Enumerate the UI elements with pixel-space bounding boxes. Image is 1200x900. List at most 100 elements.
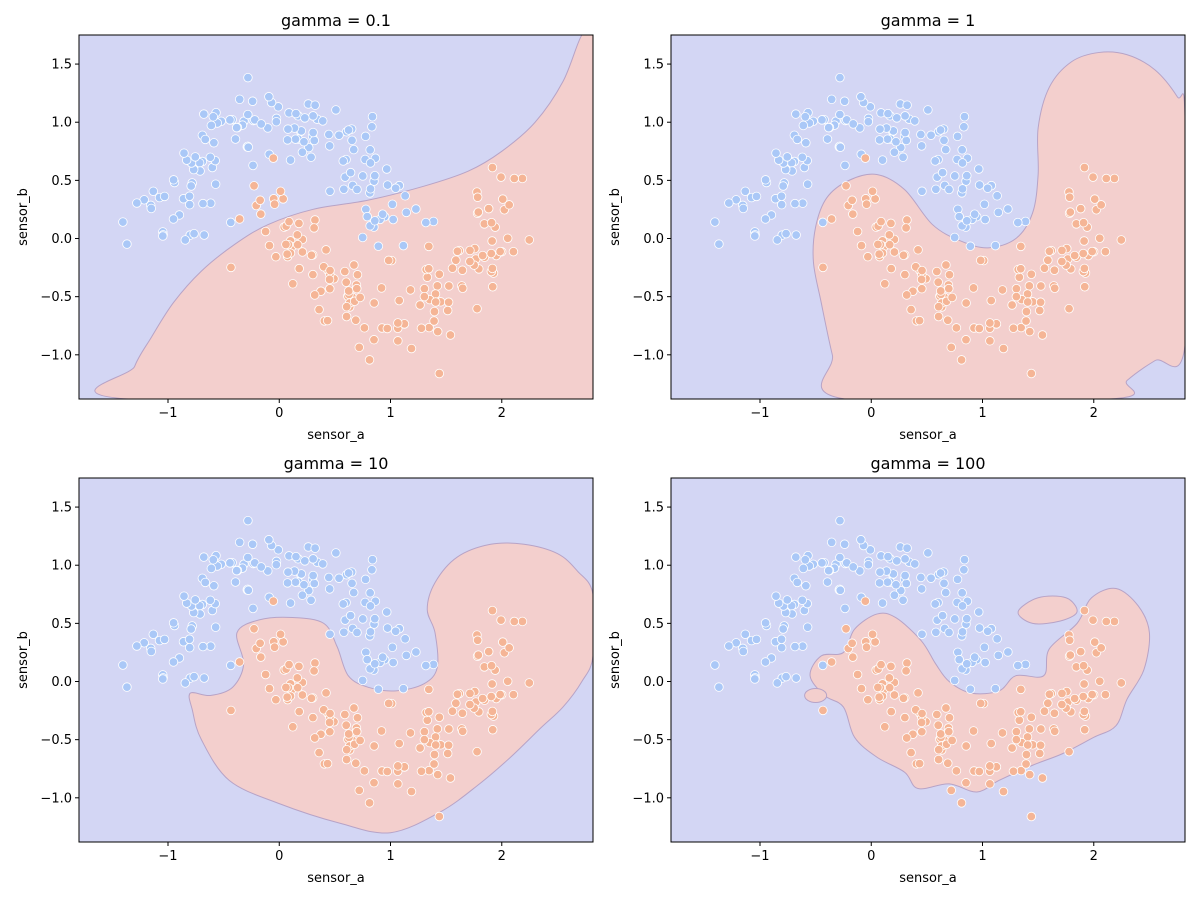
- point-class-0: [792, 577, 802, 588]
- point-class-0: [935, 568, 946, 578]
- point-class-0: [373, 684, 384, 694]
- point-class-0: [710, 660, 720, 670]
- point-class-0: [877, 598, 888, 608]
- point-class-0: [324, 572, 334, 583]
- point-class-1: [496, 615, 506, 625]
- point-class-1: [359, 323, 370, 333]
- point-class-0: [347, 578, 357, 589]
- point-class-0: [823, 122, 834, 133]
- point-class-0: [234, 94, 245, 105]
- point-class-0: [367, 111, 378, 122]
- point-class-0: [791, 552, 801, 562]
- point-class-1: [863, 252, 873, 262]
- y-tick-label: 1.0: [51, 559, 72, 574]
- point-class-0: [778, 181, 788, 191]
- region-class-1-blob: [804, 687, 828, 703]
- point-class-0: [310, 543, 320, 553]
- point-class-0: [980, 657, 990, 668]
- point-class-0: [738, 203, 748, 214]
- point-class-0: [324, 129, 334, 140]
- point-class-1: [352, 713, 363, 723]
- point-class-1: [951, 323, 962, 333]
- point-class-0: [206, 641, 216, 651]
- y-axis-label: sensor_b: [16, 188, 31, 246]
- point-class-0: [184, 199, 195, 210]
- point-class-1: [933, 754, 944, 765]
- point-class-1: [917, 284, 927, 294]
- point-class-0: [1013, 217, 1023, 228]
- point-class-0: [797, 595, 807, 605]
- point-class-1: [457, 708, 468, 718]
- point-class-1: [1079, 605, 1090, 616]
- point-class-0: [883, 108, 893, 119]
- point-class-0: [952, 574, 963, 585]
- point-class-0: [158, 674, 168, 684]
- point-class-1: [913, 688, 923, 698]
- point-class-1: [472, 635, 483, 645]
- point-class-1: [1037, 330, 1048, 340]
- region-class-1: [812, 51, 1185, 399]
- point-class-1: [486, 661, 497, 671]
- point-class-0: [243, 72, 253, 83]
- point-class-1: [393, 336, 403, 346]
- point-class-1: [1076, 646, 1086, 657]
- point-class-1: [1037, 773, 1048, 783]
- point-class-1: [886, 706, 896, 717]
- point-class-0: [400, 634, 410, 644]
- point-class-0: [939, 578, 949, 589]
- point-class-1: [269, 642, 280, 652]
- y-tick-label: 1.5: [51, 58, 72, 73]
- point-class-0: [877, 155, 888, 165]
- point-class-0: [200, 577, 210, 588]
- point-class-1: [932, 266, 942, 277]
- point-class-0: [944, 627, 954, 638]
- point-class-1: [486, 218, 497, 228]
- point-class-1: [443, 748, 453, 759]
- point-class-1: [292, 239, 303, 250]
- point-class-0: [923, 105, 933, 115]
- point-class-0: [801, 581, 811, 591]
- point-class-1: [944, 726, 954, 737]
- subplot-title: gamma = 0.1: [281, 11, 391, 30]
- point-class-0: [800, 112, 810, 122]
- point-class-0: [710, 217, 720, 227]
- point-class-1: [517, 616, 528, 627]
- point-class-0: [168, 175, 179, 185]
- point-class-0: [231, 122, 242, 133]
- point-class-1: [508, 689, 519, 700]
- point-class-1: [349, 260, 359, 270]
- point-class-1: [484, 203, 494, 214]
- y-tick-label: 1.5: [643, 501, 664, 516]
- point-class-0: [802, 179, 813, 189]
- point-class-1: [282, 692, 292, 702]
- point-class-1: [941, 703, 951, 713]
- point-class-1: [419, 734, 430, 745]
- point-class-1: [473, 650, 484, 660]
- point-class-1: [1090, 637, 1100, 647]
- x-tick-label: 2: [498, 406, 506, 421]
- point-class-1: [997, 285, 1008, 295]
- point-class-0: [198, 198, 208, 209]
- region-class-1: [94, 35, 593, 399]
- point-class-1: [434, 712, 445, 723]
- point-class-1: [847, 195, 857, 205]
- x-tick-label: −1: [158, 849, 177, 864]
- point-class-0: [338, 599, 348, 609]
- point-class-1: [393, 318, 403, 328]
- point-class-1: [867, 186, 878, 196]
- point-class-1: [294, 661, 304, 672]
- point-class-1: [1023, 740, 1033, 750]
- point-class-1: [498, 637, 508, 647]
- point-class-0: [974, 623, 985, 633]
- point-class-1: [852, 226, 863, 237]
- point-class-0: [950, 614, 960, 624]
- point-class-1: [818, 705, 828, 716]
- point-class-1: [861, 199, 872, 209]
- point-class-1: [477, 693, 488, 704]
- point-class-0: [901, 135, 911, 146]
- point-class-0: [848, 562, 858, 572]
- point-class-1: [1025, 326, 1035, 337]
- point-class-1: [1100, 246, 1111, 257]
- point-class-1: [880, 722, 890, 732]
- point-class-0: [781, 671, 791, 682]
